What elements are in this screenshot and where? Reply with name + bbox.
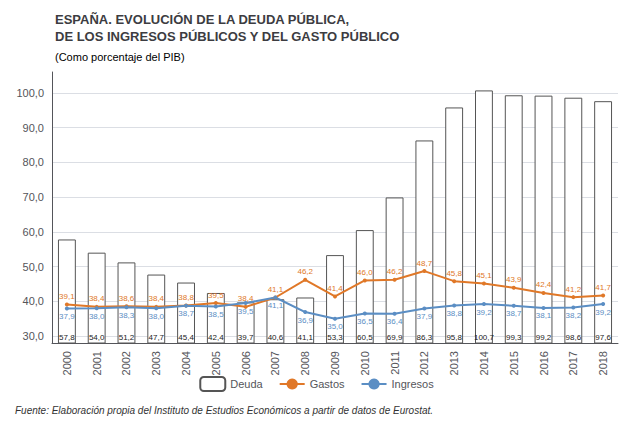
svg-text:45,8: 45,8 [446,269,462,278]
svg-text:38,4: 38,4 [89,294,105,303]
svg-text:42,4: 42,4 [208,333,224,342]
svg-text:50,0: 50,0 [23,261,44,273]
svg-text:41,1: 41,1 [297,333,313,342]
svg-text:2000: 2000 [61,351,73,375]
svg-text:43,9: 43,9 [506,275,522,284]
svg-text:98,6: 98,6 [566,333,582,342]
svg-text:37,9: 37,9 [417,312,433,321]
svg-text:99,3: 99,3 [506,333,522,342]
svg-text:2010: 2010 [359,351,371,375]
svg-text:Fuente: Elaboración propia del: Fuente: Elaboración propia del Instituto… [15,405,433,416]
svg-text:38,0: 38,0 [148,312,164,321]
svg-text:39,2: 39,2 [476,308,492,317]
svg-text:38,5: 38,5 [208,310,224,319]
svg-text:Ingresos: Ingresos [392,378,435,390]
svg-text:60,5: 60,5 [357,333,373,342]
svg-text:90,0: 90,0 [23,122,44,134]
svg-text:57,8: 57,8 [59,333,75,342]
svg-text:38,4: 38,4 [148,294,164,303]
svg-text:45,1: 45,1 [476,271,492,280]
svg-text:42,4: 42,4 [536,280,552,289]
svg-text:39,1: 39,1 [59,292,75,301]
svg-text:69,9: 69,9 [387,333,403,342]
svg-text:Gastos: Gastos [310,378,345,390]
svg-text:40,0: 40,0 [23,295,44,307]
svg-text:51,2: 51,2 [119,333,135,342]
svg-text:54,0: 54,0 [89,333,105,342]
svg-text:38,8: 38,8 [446,309,462,318]
svg-text:DE LOS INGRESOS PÚBLICOS Y DEL: DE LOS INGRESOS PÚBLICOS Y DEL GASTO PÚB… [55,29,399,44]
svg-text:ESPAÑA. EVOLUCIÓN DE LA DEUDA: ESPAÑA. EVOLUCIÓN DE LA DEUDA PÚBLICA, [55,12,349,27]
svg-text:35,0: 35,0 [327,322,343,331]
svg-text:47,7: 47,7 [148,333,164,342]
svg-text:48,7: 48,7 [417,259,433,268]
svg-text:2017: 2017 [567,351,579,375]
svg-text:38,8: 38,8 [178,293,194,302]
svg-text:36,9: 36,9 [297,316,313,325]
svg-text:45,4: 45,4 [178,333,194,342]
svg-text:36,5: 36,5 [357,317,373,326]
svg-text:38,0: 38,0 [89,312,105,321]
svg-text:2002: 2002 [120,351,132,375]
svg-text:41,2: 41,2 [566,285,582,294]
svg-text:53,3: 53,3 [327,333,343,342]
svg-text:2013: 2013 [448,351,460,375]
svg-text:41,7: 41,7 [595,283,611,292]
svg-text:(Como porcentaje del PIB): (Como porcentaje del PIB) [55,51,185,63]
svg-text:86,3: 86,3 [417,333,433,342]
svg-text:40,6: 40,6 [268,333,284,342]
svg-text:2014: 2014 [478,351,490,375]
svg-text:41,1: 41,1 [268,285,284,294]
svg-text:2004: 2004 [180,351,192,375]
svg-text:2015: 2015 [508,351,520,375]
svg-text:38,3: 38,3 [119,311,135,320]
svg-text:100,7: 100,7 [474,333,495,342]
svg-text:2008: 2008 [299,351,311,375]
svg-text:2007: 2007 [269,351,281,375]
svg-text:2016: 2016 [538,351,550,375]
svg-text:70,0: 70,0 [23,191,44,203]
svg-text:30,0: 30,0 [23,330,44,342]
svg-text:39,7: 39,7 [238,333,254,342]
svg-text:95,8: 95,8 [446,333,462,342]
svg-text:46,2: 46,2 [297,267,313,276]
svg-text:2018: 2018 [597,351,609,375]
svg-text:39,5: 39,5 [238,307,254,316]
svg-text:97,6: 97,6 [595,333,611,342]
svg-text:41,4: 41,4 [327,284,343,293]
svg-text:60,0: 60,0 [23,226,44,238]
svg-text:2012: 2012 [418,351,430,375]
svg-text:2001: 2001 [91,351,103,375]
svg-text:38,2: 38,2 [566,311,582,320]
svg-text:38,4: 38,4 [238,294,254,303]
svg-text:46,2: 46,2 [387,267,403,276]
svg-text:Deuda: Deuda [230,378,263,390]
svg-text:41,1: 41,1 [268,301,284,310]
svg-text:100,0: 100,0 [16,87,44,99]
svg-text:38,7: 38,7 [506,309,522,318]
svg-text:99,2: 99,2 [536,333,552,342]
svg-text:80,0: 80,0 [23,156,44,168]
svg-text:46,0: 46,0 [357,268,373,277]
svg-text:2011: 2011 [389,351,401,375]
svg-text:38,1: 38,1 [536,311,552,320]
svg-text:2005: 2005 [210,351,222,375]
svg-text:2009: 2009 [329,351,341,375]
svg-text:39,5: 39,5 [208,291,224,300]
svg-text:37,9: 37,9 [59,312,75,321]
svg-text:2003: 2003 [150,351,162,375]
svg-text:39,2: 39,2 [595,308,611,317]
svg-text:2006: 2006 [240,351,252,375]
svg-text:38,6: 38,6 [119,294,135,303]
svg-text:36,4: 36,4 [387,317,403,326]
svg-text:38,7: 38,7 [178,309,194,318]
